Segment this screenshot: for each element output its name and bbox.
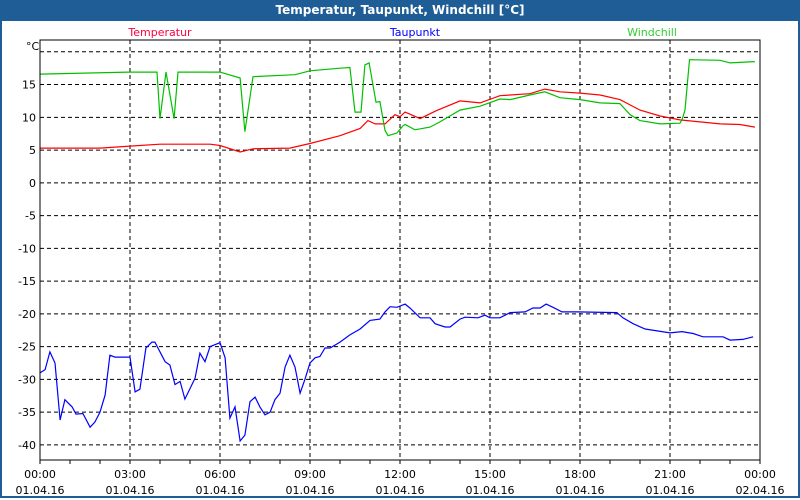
x-tick-time: 03:00 [114, 468, 146, 481]
y-tick-label: -30 [18, 373, 36, 386]
y-axis-unit: °C [26, 40, 40, 53]
x-tick-date: 01.04.16 [286, 484, 335, 497]
series-line-temperatur [40, 88, 756, 153]
x-tick-time: 15:00 [474, 468, 506, 481]
x-tick-date: 01.04.16 [196, 484, 245, 497]
axes: 15 10 5 0 -5 -10 -15 -20 -25 -30 -35 -40 00:00 01.04.… [16, 79, 785, 497]
window-title: Temperatur, Taupunkt, Windchill [°C] [0, 0, 800, 21]
x-tick-time: 18:00 [564, 468, 596, 481]
x-tick-time: 00:00 [744, 468, 776, 481]
x-tick-date: 02.04.16 [736, 484, 785, 497]
legend-taupunkt: Taupunkt [389, 26, 441, 39]
legend-windchill: Windchill [627, 26, 677, 39]
y-tick-label: 0 [29, 177, 36, 190]
x-tick-date: 01.04.16 [646, 484, 695, 497]
x-tick-time: 12:00 [384, 468, 416, 481]
x-tick-time: 21:00 [654, 468, 686, 481]
x-tick-date: 01.04.16 [466, 484, 515, 497]
series-line-taupunkt [39, 303, 754, 443]
x-tick-time: 00:00 [24, 468, 56, 481]
x-tick-date: 01.04.16 [376, 484, 425, 497]
y-tick-label: 5 [29, 144, 36, 157]
x-tick-date: 01.04.16 [106, 484, 155, 497]
y-tick-label: -40 [18, 439, 36, 452]
y-tick-label: 15 [22, 79, 36, 92]
x-tick-time: 06:00 [204, 468, 236, 481]
x-tick-date: 01.04.16 [16, 484, 65, 497]
y-tick-label: -35 [18, 406, 36, 419]
y-tick-label: -15 [18, 275, 36, 288]
y-tick-label: -5 [25, 210, 36, 223]
legend-temperatur: Temperatur [127, 26, 192, 39]
x-tick-date: 01.04.16 [556, 484, 605, 497]
y-tick-label: -10 [18, 242, 36, 255]
legend: Temperatur Taupunkt Windchill [127, 26, 677, 39]
series-line-windchill [39, 59, 755, 137]
y-tick-label: -25 [18, 341, 36, 354]
series-lines [39, 59, 756, 443]
grid [40, 40, 760, 460]
y-tick-label: -20 [18, 308, 36, 321]
x-tick-time: 09:00 [294, 468, 326, 481]
y-tick-label: 10 [22, 111, 36, 124]
